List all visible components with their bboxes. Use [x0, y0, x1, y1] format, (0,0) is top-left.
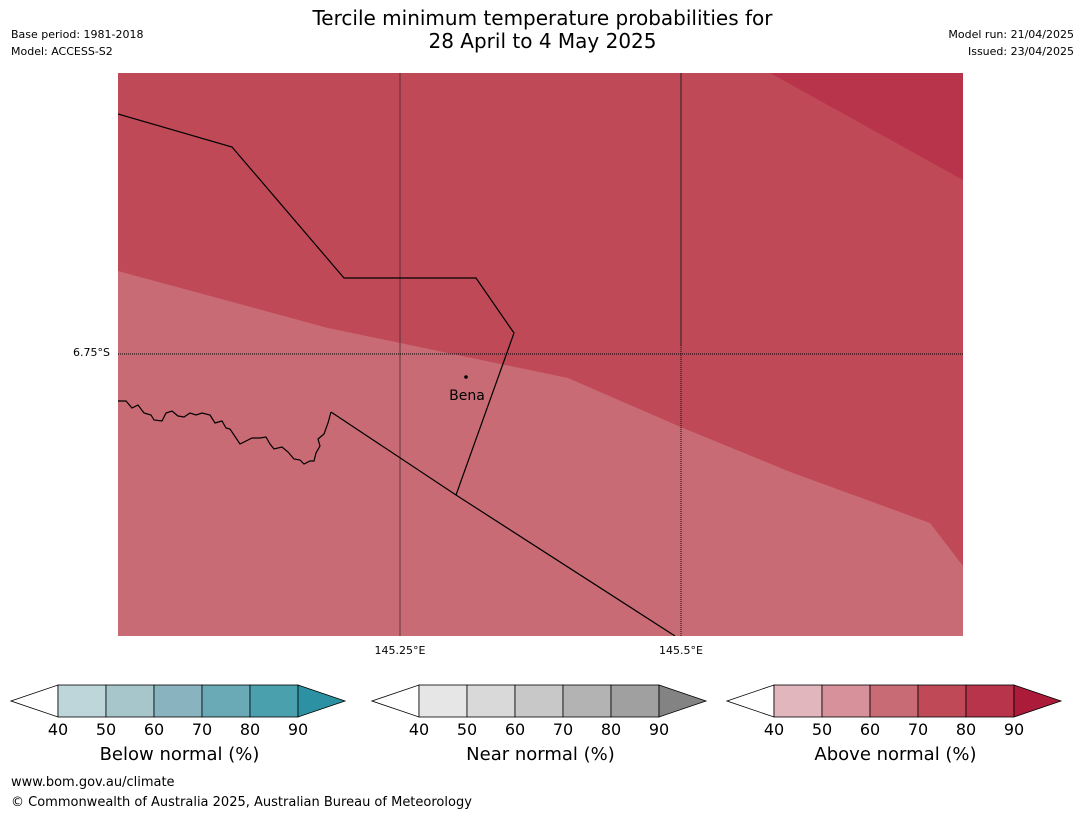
- colorbar-segment: [153, 684, 203, 718]
- colorbar-extend-low: [725, 684, 775, 718]
- colorbar-segment: [965, 684, 1015, 718]
- colorbar-segment: [466, 684, 516, 718]
- colorbar-segment: [562, 684, 612, 718]
- bena-marker: [464, 375, 468, 379]
- colorbar-extend-high: [297, 684, 347, 718]
- colorbar-tick-label: 60: [143, 720, 165, 739]
- colorbar-tick-label: 40: [47, 720, 69, 739]
- colorbar-segment: [917, 684, 967, 718]
- colorbar-tick-label: 80: [600, 720, 622, 739]
- title-line-2: 28 April to 4 May 2025: [428, 29, 657, 53]
- colorbar-tick-label: 70: [552, 720, 574, 739]
- colorbar-extend-high: [658, 684, 708, 718]
- colorbar-extend-high: [1013, 684, 1063, 718]
- province-boundary-north: [118, 113, 515, 496]
- legend-label-below: Below normal (%): [99, 744, 260, 765]
- legend-label-near: Near normal (%): [466, 744, 615, 765]
- legend-near-normal: 40 50 60 70 80 90 Near normal (%): [370, 684, 710, 765]
- province-boundary-south: [330, 411, 676, 636]
- zone-above-80-90: [770, 73, 963, 180]
- colorbar-segment: [514, 684, 564, 718]
- zone-above-60-70: [118, 271, 963, 636]
- base-period: Base period: 1981-2018: [11, 28, 144, 41]
- model-name: Model: ACCESS-S2: [11, 45, 113, 58]
- colorbar-segment: [418, 684, 468, 718]
- colorbar-segment: [105, 684, 155, 718]
- colorbar-segment: [773, 684, 823, 718]
- colorbar-segment: [201, 684, 251, 718]
- colorbar-tick-label: 40: [408, 720, 430, 739]
- colorbar-segment: [249, 684, 299, 718]
- colorbar-tick-label: 40: [763, 720, 785, 739]
- colorbar-tick-label: 90: [648, 720, 670, 739]
- lon-label-145-5: 145.5°E: [659, 644, 703, 657]
- colorbar-segment: [821, 684, 871, 718]
- colorbar-tick-label: 50: [456, 720, 478, 739]
- colorbar-below-normal: [9, 684, 347, 718]
- colorbar-segment: [869, 684, 919, 718]
- model-run: Model run: 21/04/2025: [948, 28, 1074, 41]
- colorbar-tick-label: 80: [955, 720, 977, 739]
- meta-left: Base period: 1981-2018 Model: ACCESS-S2: [11, 26, 143, 60]
- footer-url[interactable]: www.bom.gov.au/climate: [11, 775, 175, 790]
- meta-right: Model run: 21/04/2025 Issued: 23/04/2025: [948, 26, 1074, 60]
- colorbar-tick-label: 80: [239, 720, 261, 739]
- legend-label-above: Above normal (%): [814, 744, 977, 765]
- legend-below-normal: 40 50 60 70 80 90 Below normal (%): [9, 684, 349, 765]
- colorbar-tick-label: 60: [504, 720, 526, 739]
- legend-above-normal: 40 50 60 70 80 90 Above normal (%): [725, 684, 1065, 765]
- colorbar-extend-low: [9, 684, 59, 718]
- colorbar-segment: [57, 684, 107, 718]
- colorbar-near-normal: [370, 684, 708, 718]
- coastline: [118, 400, 332, 465]
- lat-label: 6.75°S: [73, 346, 110, 359]
- probability-map: Bena: [118, 73, 963, 636]
- colorbar-tick-label: 90: [287, 720, 309, 739]
- bena-label: Bena: [449, 388, 485, 404]
- lon-label-145-25: 145.25°E: [374, 644, 426, 657]
- colorbar-tick-label: 90: [1003, 720, 1025, 739]
- colorbar-segment: [610, 684, 660, 718]
- colorbar-tick-label: 50: [95, 720, 117, 739]
- colorbar-extend-low: [370, 684, 420, 718]
- chart-title: Tercile minimum temperature probabilitie…: [0, 7, 1085, 53]
- colorbar-tick-label: 60: [859, 720, 881, 739]
- colorbar-above-normal: [725, 684, 1063, 718]
- colorbar-tick-label: 50: [811, 720, 833, 739]
- title-line-1: Tercile minimum temperature probabilitie…: [312, 6, 773, 30]
- colorbar-tick-label: 70: [907, 720, 929, 739]
- footer-copyright: © Commonwealth of Australia 2025, Austra…: [11, 795, 472, 810]
- colorbar-tick-label: 70: [191, 720, 213, 739]
- issued-date: Issued: 23/04/2025: [967, 45, 1074, 58]
